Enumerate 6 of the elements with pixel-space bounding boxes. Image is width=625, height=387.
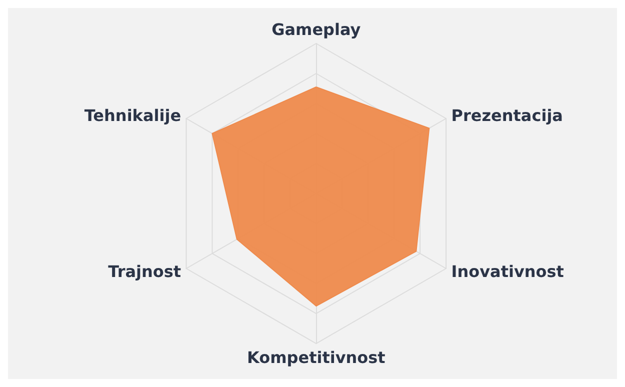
spoke-label: Prezentacija	[451, 106, 563, 125]
spoke-label: Gameplay	[272, 20, 362, 39]
spoke-label: Tehnikalije	[84, 106, 182, 125]
spoke-label: Kompetitivnost	[246, 348, 386, 367]
spoke-label: Trajnost	[108, 262, 182, 281]
spoke-label: Inovativnost	[451, 262, 564, 281]
